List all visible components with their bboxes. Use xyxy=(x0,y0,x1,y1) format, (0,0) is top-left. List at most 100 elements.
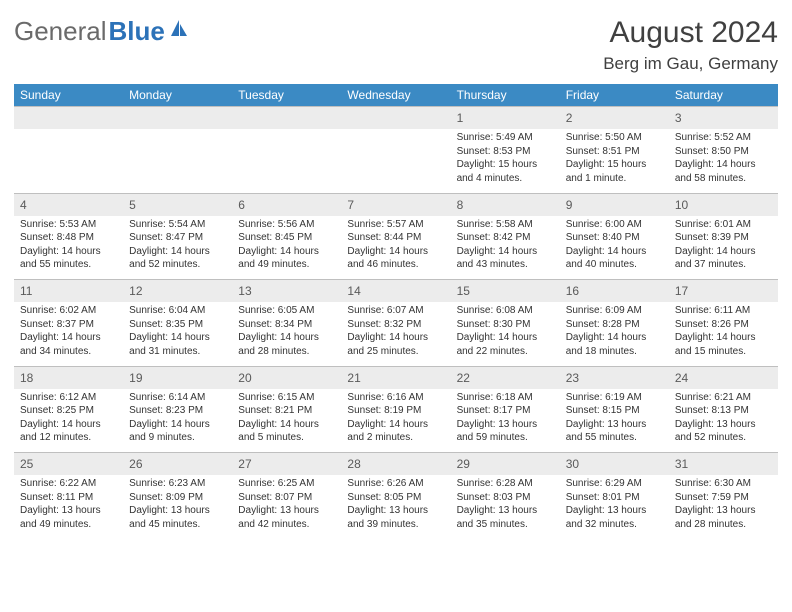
sunset-line: Sunset: 8:19 PM xyxy=(347,404,444,418)
day-detail: Sunrise: 6:00 AMSunset: 8:40 PMDaylight:… xyxy=(566,218,663,272)
day-detail: Sunrise: 6:01 AMSunset: 8:39 PMDaylight:… xyxy=(675,218,772,272)
day-number: 31 xyxy=(675,457,688,471)
detail-row: Sunrise: 6:12 AMSunset: 8:25 PMDaylight:… xyxy=(14,389,778,453)
sunset-line: Sunset: 8:48 PM xyxy=(20,231,117,245)
day-number: 15 xyxy=(457,284,470,298)
sunrise-line: Sunrise: 6:22 AM xyxy=(20,477,117,491)
sunset-line: Sunset: 8:25 PM xyxy=(20,404,117,418)
sunrise-line: Sunrise: 6:05 AM xyxy=(238,304,335,318)
detail-cell: Sunrise: 5:53 AMSunset: 8:48 PMDaylight:… xyxy=(14,216,123,280)
sunset-line: Sunset: 8:47 PM xyxy=(129,231,226,245)
daynum-cell: 3 xyxy=(669,107,778,130)
weekday-header: Tuesday xyxy=(232,84,341,107)
daynum-cell: 31 xyxy=(669,453,778,476)
detail-cell xyxy=(14,129,123,193)
day-number: 5 xyxy=(129,198,136,212)
weekday-header: Thursday xyxy=(451,84,560,107)
day-number: 11 xyxy=(20,284,32,298)
sunrise-line: Sunrise: 6:14 AM xyxy=(129,391,226,405)
day-detail: Sunrise: 6:21 AMSunset: 8:13 PMDaylight:… xyxy=(675,391,772,445)
calendar-page: General Blue August 2024 Berg im Gau, Ge… xyxy=(0,0,792,612)
day-number: 10 xyxy=(675,198,688,212)
sunset-line: Sunset: 8:37 PM xyxy=(20,318,117,332)
daylight-line: Daylight: 13 hours and 32 minutes. xyxy=(566,504,663,531)
daylight-line: Daylight: 14 hours and 2 minutes. xyxy=(347,418,444,445)
detail-cell: Sunrise: 6:16 AMSunset: 8:19 PMDaylight:… xyxy=(341,389,450,453)
month-title: August 2024 xyxy=(603,16,778,50)
detail-cell: Sunrise: 6:28 AMSunset: 8:03 PMDaylight:… xyxy=(451,475,560,539)
sunrise-line: Sunrise: 6:09 AM xyxy=(566,304,663,318)
weekday-header: Friday xyxy=(560,84,669,107)
weekday-row: Sunday Monday Tuesday Wednesday Thursday… xyxy=(14,84,778,107)
daylight-line: Daylight: 13 hours and 42 minutes. xyxy=(238,504,335,531)
sunset-line: Sunset: 8:45 PM xyxy=(238,231,335,245)
sunset-line: Sunset: 8:40 PM xyxy=(566,231,663,245)
day-number: 8 xyxy=(457,198,464,212)
sunrise-line: Sunrise: 6:00 AM xyxy=(566,218,663,232)
detail-row: Sunrise: 5:53 AMSunset: 8:48 PMDaylight:… xyxy=(14,216,778,280)
sunset-line: Sunset: 8:01 PM xyxy=(566,491,663,505)
detail-cell: Sunrise: 6:21 AMSunset: 8:13 PMDaylight:… xyxy=(669,389,778,453)
detail-row: Sunrise: 6:22 AMSunset: 8:11 PM Daylight:… xyxy=(14,475,778,539)
day-detail: Sunrise: 6:14 AMSunset: 8:23 PMDaylight:… xyxy=(129,391,226,445)
day-number: 19 xyxy=(129,371,142,385)
sunset-line: Sunset: 8:15 PM xyxy=(566,404,663,418)
daynum-cell: 14 xyxy=(341,280,450,303)
daylight-line: Daylight: 14 hours and 28 minutes. xyxy=(238,331,335,358)
daynum-cell xyxy=(232,107,341,130)
sunrise-line: Sunrise: 6:28 AM xyxy=(457,477,554,491)
day-detail: Sunrise: 6:09 AMSunset: 8:28 PMDaylight:… xyxy=(566,304,663,358)
daynum-row: 45678910 xyxy=(14,193,778,216)
daynum-cell: 15 xyxy=(451,280,560,303)
daynum-cell: 17 xyxy=(669,280,778,303)
detail-cell: Sunrise: 6:11 AMSunset: 8:26 PMDaylight:… xyxy=(669,302,778,366)
sunset-line: Sunset: 8:32 PM xyxy=(347,318,444,332)
day-detail: Sunrise: 5:58 AMSunset: 8:42 PMDaylight:… xyxy=(457,218,554,272)
daynum-cell: 4 xyxy=(14,193,123,216)
daylight-line: Daylight: 14 hours and 46 minutes. xyxy=(347,245,444,272)
day-number: 30 xyxy=(566,457,579,471)
detail-cell: Sunrise: 6:26 AMSunset: 8:05 PMDaylight:… xyxy=(341,475,450,539)
day-detail: Sunrise: 5:50 AMSunset: 8:51 PMDaylight:… xyxy=(566,131,663,185)
day-number: 23 xyxy=(566,371,579,385)
day-detail: Sunrise: 6:08 AMSunset: 8:30 PMDaylight:… xyxy=(457,304,554,358)
detail-cell xyxy=(123,129,232,193)
detail-cell: Sunrise: 6:15 AMSunset: 8:21 PMDaylight:… xyxy=(232,389,341,453)
detail-cell: Sunrise: 6:01 AMSunset: 8:39 PMDaylight:… xyxy=(669,216,778,280)
day-detail: Sunrise: 6:29 AMSunset: 8:01 PMDaylight:… xyxy=(566,477,663,531)
daynum-cell: 29 xyxy=(451,453,560,476)
page-header: General Blue August 2024 Berg im Gau, Ge… xyxy=(14,16,778,74)
daynum-cell: 7 xyxy=(341,193,450,216)
sunrise-line: Sunrise: 6:21 AM xyxy=(675,391,772,405)
day-detail: Sunrise: 6:26 AMSunset: 8:05 PMDaylight:… xyxy=(347,477,444,531)
brand-part2: Blue xyxy=(109,16,165,47)
detail-cell: Sunrise: 6:12 AMSunset: 8:25 PMDaylight:… xyxy=(14,389,123,453)
detail-cell: Sunrise: 6:19 AMSunset: 8:15 PMDaylight:… xyxy=(560,389,669,453)
day-detail: Sunrise: 6:18 AMSunset: 8:17 PMDaylight:… xyxy=(457,391,554,445)
day-number: 24 xyxy=(675,371,688,385)
sunset-line: Sunset: 8:05 PM xyxy=(347,491,444,505)
sunrise-line: Sunrise: 5:58 AM xyxy=(457,218,554,232)
sunset-line: Sunset: 8:42 PM xyxy=(457,231,554,245)
daylight-line: Daylight: 14 hours and 49 minutes. xyxy=(238,245,335,272)
detail-cell xyxy=(341,129,450,193)
sunset-line: Sunset: 8:11 PM xyxy=(20,491,117,505)
daynum-cell: 26 xyxy=(123,453,232,476)
daynum-cell: 30 xyxy=(560,453,669,476)
detail-row: Sunrise: 5:49 AMSunset: 8:53 PMDaylight:… xyxy=(14,129,778,193)
detail-cell: Sunrise: 6:30 AMSunset: 7:59 PMDaylight:… xyxy=(669,475,778,539)
sunrise-line: Sunrise: 6:04 AM xyxy=(129,304,226,318)
daynum-cell: 9 xyxy=(560,193,669,216)
daylight-line: Daylight: 14 hours and 55 minutes. xyxy=(20,245,117,272)
day-detail: Sunrise: 6:11 AMSunset: 8:26 PMDaylight:… xyxy=(675,304,772,358)
daynum-cell: 28 xyxy=(341,453,450,476)
daynum-cell: 16 xyxy=(560,280,669,303)
daynum-cell: 27 xyxy=(232,453,341,476)
detail-cell: Sunrise: 6:00 AMSunset: 8:40 PMDaylight:… xyxy=(560,216,669,280)
daynum-cell: 21 xyxy=(341,366,450,389)
day-detail: Sunrise: 6:25 AMSunset: 8:07 PMDaylight:… xyxy=(238,477,335,531)
detail-cell: Sunrise: 6:04 AMSunset: 8:35 PMDaylight:… xyxy=(123,302,232,366)
daynum-cell: 23 xyxy=(560,366,669,389)
day-detail: Sunrise: 6:22 AMSunset: 8:11 PMDaylight:… xyxy=(20,477,117,531)
day-number: 18 xyxy=(20,371,33,385)
